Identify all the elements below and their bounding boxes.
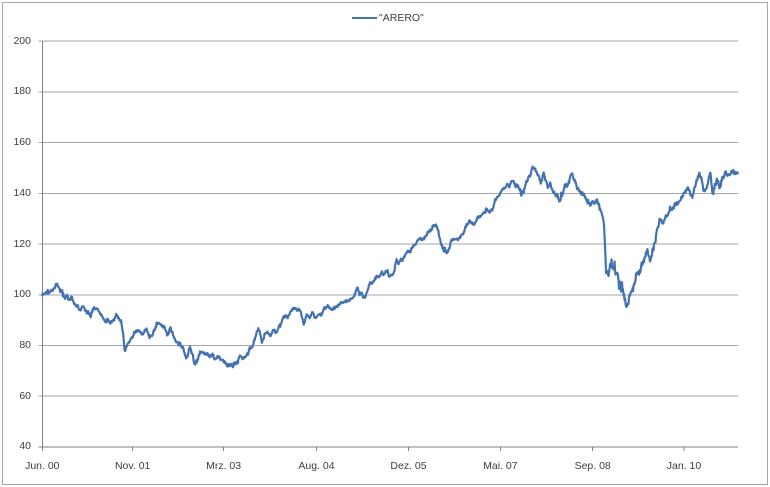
x-axis-label: Dez. 05 xyxy=(390,459,427,472)
x-axis-label: Jun. 00 xyxy=(25,459,60,472)
y-axis-label: 40 xyxy=(19,440,31,453)
y-axis-label: 60 xyxy=(19,389,31,402)
y-axis-label: 180 xyxy=(13,85,31,98)
y-axis-label: 120 xyxy=(13,237,31,250)
axes xyxy=(38,41,738,451)
y-axis-label: 140 xyxy=(13,186,31,199)
y-axis-label: 160 xyxy=(13,136,31,149)
x-axis-label: Sep. 08 xyxy=(574,459,611,472)
axis-ticks xyxy=(41,446,685,451)
x-axis-label: Jan. 10 xyxy=(666,459,702,472)
y-axis-label: 80 xyxy=(19,338,31,351)
legend-series-label: "ARERO" xyxy=(379,11,424,24)
x-axis-label: Mrz. 03 xyxy=(206,459,242,472)
x-axis-label: Aug. 04 xyxy=(298,459,335,472)
legend-line-marker-icon xyxy=(352,16,377,20)
x-axis-label: Nov. 01 xyxy=(114,459,151,472)
x-axis-label: Mai. 07 xyxy=(483,459,518,472)
gridlines xyxy=(38,40,738,397)
legend[interactable]: "ARERO" xyxy=(352,11,424,25)
y-axis-label: 100 xyxy=(13,288,31,301)
y-axis-label: 200 xyxy=(13,34,31,47)
series-line-arero[interactable] xyxy=(41,165,739,369)
